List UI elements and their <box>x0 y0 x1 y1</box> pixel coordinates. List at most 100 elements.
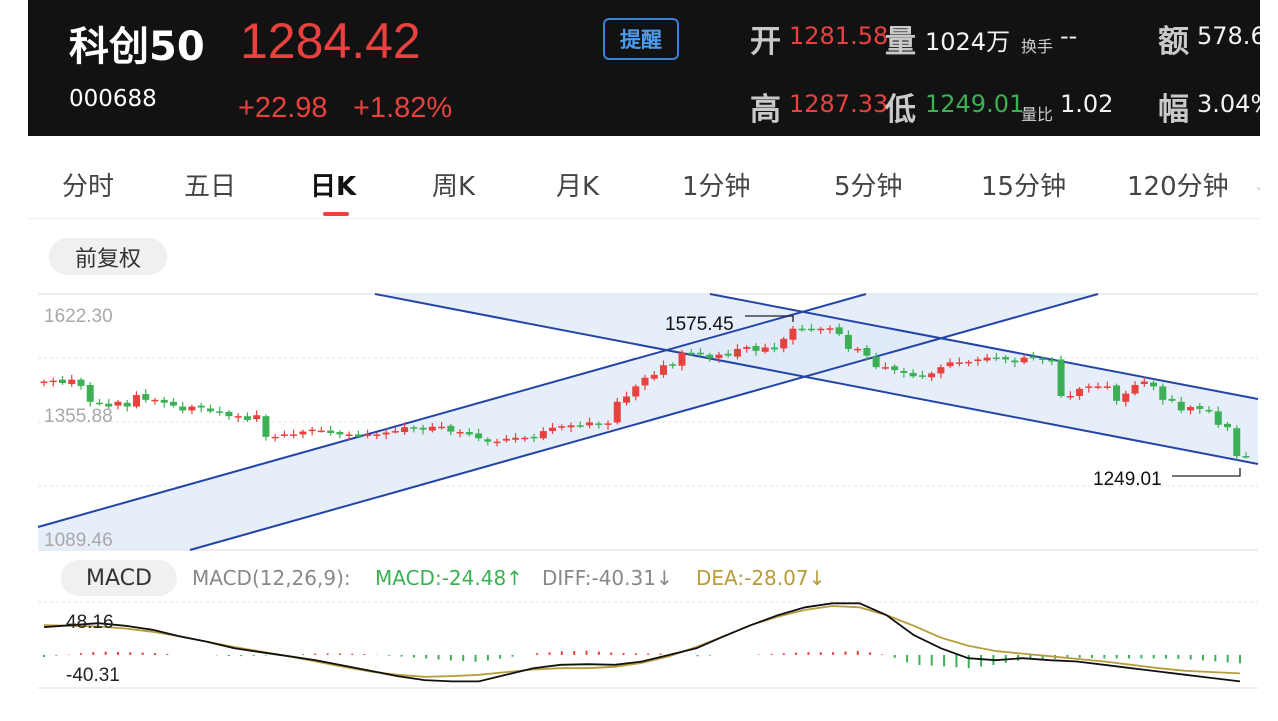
candlestick <box>197 402 205 413</box>
candle-body <box>844 334 852 349</box>
candlestick <box>1131 381 1139 396</box>
tab-daily-k[interactable]: 日K <box>310 172 357 202</box>
tab-intraday[interactable]: 分时 <box>62 172 115 202</box>
low-value: 1249.01 <box>925 90 1025 118</box>
candlestick <box>817 326 825 335</box>
candlestick <box>1057 355 1065 398</box>
candle-body <box>1205 409 1213 412</box>
candle-body <box>1103 386 1111 388</box>
open-label: 开 <box>750 24 781 60</box>
candlestick <box>567 422 575 433</box>
candlestick <box>1214 406 1222 428</box>
candle-body <box>290 434 298 436</box>
candlestick <box>345 431 353 441</box>
candle-body <box>484 439 492 442</box>
candlestick <box>928 371 936 382</box>
candlestick <box>1150 380 1158 391</box>
tab-5min[interactable]: 5分钟 <box>834 172 903 202</box>
last-price: 1284.42 <box>240 13 421 69</box>
candlestick <box>576 421 584 429</box>
candle-body <box>68 379 76 384</box>
candlestick <box>881 362 889 371</box>
volume-label: 量 <box>885 24 916 60</box>
candlestick <box>1233 425 1241 461</box>
amplitude-label: 幅 <box>1158 92 1189 128</box>
tab-weekly-k[interactable]: 周K <box>432 172 476 202</box>
candlestick <box>95 398 103 406</box>
candle-body <box>1122 393 1130 402</box>
candle-body <box>1002 357 1010 360</box>
candlestick <box>58 375 66 385</box>
candle-body <box>354 434 362 437</box>
candlestick <box>114 399 122 410</box>
price-adjust-button[interactable]: 前复权 <box>49 238 167 275</box>
candlestick <box>327 425 335 436</box>
candle-body <box>373 434 381 436</box>
high-value: 1287.33 <box>789 90 889 118</box>
candlestick <box>604 420 612 430</box>
candle-body <box>86 384 94 402</box>
candlestick <box>872 352 880 370</box>
candle-body <box>900 371 908 373</box>
candlestick <box>937 364 945 379</box>
candle-body <box>521 437 529 440</box>
candlestick <box>613 397 621 425</box>
open-value: 1281.58 <box>789 22 889 50</box>
candle-body <box>983 357 991 361</box>
tab-15min[interactable]: 15分钟 <box>981 172 1067 202</box>
candle-body <box>77 379 85 386</box>
candle-body <box>410 427 418 429</box>
candle-body <box>456 432 464 434</box>
candle-body <box>918 375 926 377</box>
candle-body <box>502 438 510 441</box>
candlestick <box>234 413 242 422</box>
candlestick <box>798 324 806 332</box>
candlestick <box>558 424 566 431</box>
candlestick <box>484 437 492 446</box>
indicator-selector[interactable]: MACD <box>61 560 177 596</box>
tab-120min[interactable]: 120分钟 <box>1127 172 1229 202</box>
candlestick <box>225 409 233 421</box>
candle-body <box>95 402 103 405</box>
candle-body <box>1039 358 1047 361</box>
candlestick <box>151 397 159 405</box>
candle-body <box>835 327 843 335</box>
candle-body <box>558 426 566 428</box>
candlestick <box>1177 396 1185 414</box>
diff-line <box>43 602 1241 683</box>
candle-body <box>336 432 344 435</box>
candlestick <box>438 421 446 430</box>
tab-monthly-k[interactable]: 月K <box>556 172 600 202</box>
amplitude-value: 3.04% <box>1197 90 1260 118</box>
candlestick <box>659 360 667 378</box>
candle-body <box>604 423 612 425</box>
candlestick <box>160 396 168 408</box>
candle-body <box>142 394 150 400</box>
candlestick <box>401 422 409 435</box>
candlestick <box>1048 357 1056 366</box>
candle-body <box>576 425 584 427</box>
candlestick <box>687 348 695 356</box>
candle-body <box>872 356 880 368</box>
candle-body <box>678 352 686 366</box>
tab-1min[interactable]: 1分钟 <box>682 172 751 202</box>
candlestick <box>946 358 954 369</box>
candle-body <box>1057 359 1065 396</box>
candle-body <box>530 436 538 439</box>
candle-body <box>632 386 640 397</box>
candle-body <box>669 364 677 366</box>
candle-body <box>123 402 131 407</box>
tab-five-day[interactable]: 五日 <box>184 172 237 202</box>
candlestick <box>595 421 603 429</box>
macd-axis-label: -40.31 <box>66 665 120 686</box>
candlestick <box>419 424 427 435</box>
macd-value: MACD:-24.48↑ <box>375 566 523 590</box>
candlestick <box>1029 351 1037 361</box>
candle-body <box>743 346 751 349</box>
alert-button[interactable]: 提醒 <box>603 18 679 60</box>
candlestick <box>169 397 177 408</box>
candlestick <box>715 351 723 363</box>
candlestick <box>105 398 113 410</box>
candlestick <box>1122 390 1130 407</box>
